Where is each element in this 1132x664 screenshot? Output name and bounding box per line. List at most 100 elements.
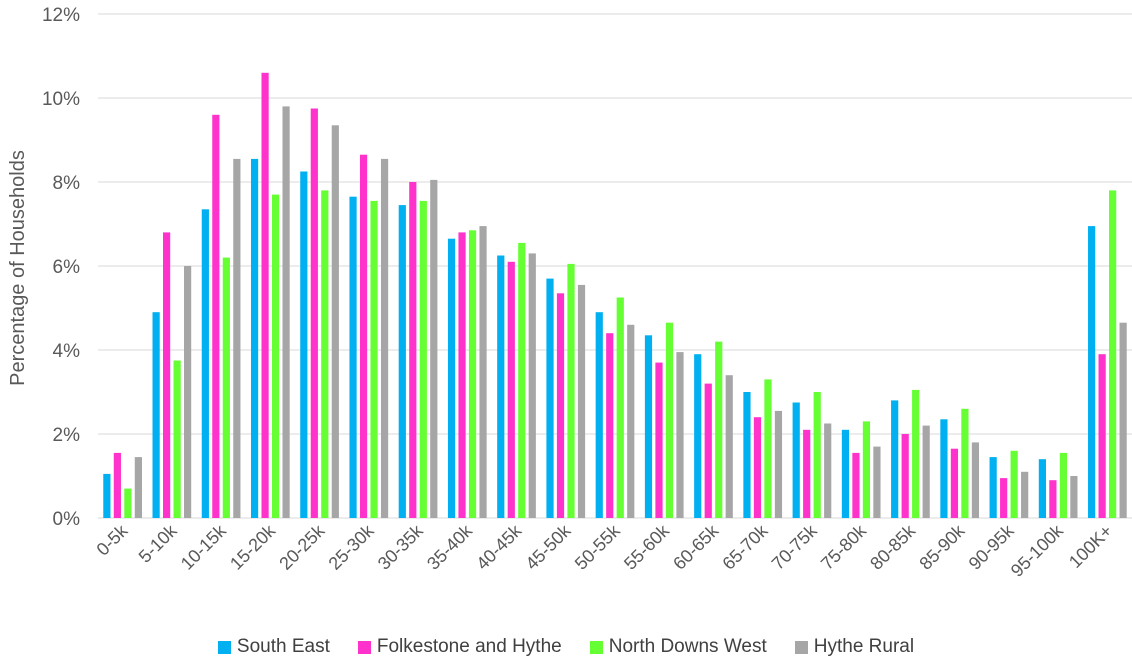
bar (1098, 354, 1106, 518)
x-tick-label: 95-100k (1007, 520, 1068, 581)
bar (971, 442, 980, 518)
y-axis-ticks: 0% 2% 4% 6% 8% 10% 12% (42, 5, 80, 530)
legend-item: Folkestone and Hythe (357, 636, 562, 658)
bar (873, 446, 881, 518)
bar (163, 232, 171, 518)
bar (173, 360, 181, 518)
x-tick-label: 0-5k (93, 520, 133, 560)
legend-label: Folkestone and Hythe (376, 636, 562, 657)
bar (359, 154, 368, 518)
bar (212, 114, 220, 519)
y-tick-label: 2% (53, 425, 81, 446)
bar (1000, 478, 1008, 518)
bar (497, 255, 505, 518)
bar (725, 375, 733, 518)
bar (813, 392, 821, 518)
bar (380, 158, 389, 518)
bar (764, 379, 772, 518)
legend-swatch (217, 640, 231, 654)
legend-item: North Downs West (589, 636, 767, 658)
bar (616, 297, 624, 518)
bar (743, 392, 751, 518)
bar (595, 312, 603, 518)
x-tick-label: 45-50k (522, 520, 576, 574)
x-tick-label: 35-40k (423, 520, 477, 574)
bar (803, 429, 811, 518)
bar (468, 230, 477, 519)
bar (1010, 450, 1018, 518)
bar (113, 452, 121, 518)
bar (655, 362, 663, 518)
bar (300, 171, 308, 518)
bar (676, 352, 684, 518)
bar (774, 410, 783, 518)
bar (989, 457, 997, 518)
bar (841, 429, 850, 518)
x-tick-label: 80-85k (866, 520, 920, 574)
bar (852, 452, 860, 518)
bar (310, 108, 318, 518)
bar (1021, 471, 1029, 518)
x-tick-label: 30-35k (374, 520, 428, 574)
gridlines (98, 13, 1132, 519)
bar (430, 179, 438, 518)
y-tick-label: 12% (42, 5, 80, 26)
bar (665, 322, 674, 518)
bar (891, 400, 899, 518)
bar (1038, 459, 1046, 518)
bar (124, 488, 132, 518)
x-tick-label: 55-60k (620, 520, 674, 574)
bar (1088, 226, 1096, 518)
x-tick-label: 50-55k (571, 520, 625, 574)
bar (704, 383, 712, 518)
x-tick-label: 15-20k (226, 520, 280, 574)
bar (546, 278, 554, 518)
bar (556, 293, 565, 518)
bar (152, 312, 160, 518)
bar (961, 408, 969, 518)
bar (103, 473, 111, 518)
bar (715, 341, 723, 518)
bar (419, 200, 427, 518)
bar-chart: 0% 2% 4% 6% 8% 10% 12% 0-5k 5-10k10-15k15-20k20… (7, 5, 1132, 581)
bar (518, 242, 526, 518)
bar (447, 238, 456, 518)
bar (922, 425, 930, 518)
bar (606, 333, 614, 518)
y-axis-label: Percentage of Households (7, 150, 29, 386)
bar (282, 106, 290, 519)
bar (644, 335, 653, 518)
bar (409, 182, 417, 518)
bar (201, 209, 209, 519)
y-tick-label: 6% (53, 257, 81, 278)
bar (331, 125, 339, 519)
legend-label: Hythe Rural (813, 636, 915, 657)
legend-swatch (357, 640, 371, 654)
bar (222, 257, 230, 518)
bar (321, 190, 329, 518)
x-tick-label: 70-75k (768, 520, 822, 574)
y-tick-label: 8% (53, 173, 81, 194)
x-tick-label: 100K+ (1065, 521, 1116, 572)
bar (479, 226, 487, 518)
x-tick-label: 60-65k (669, 520, 723, 574)
bar (134, 457, 142, 518)
legend: South East Folkestone and Hythe North Down… (0, 636, 1132, 658)
x-axis-ticks: 0-5k 5-10k10-15k15-20k20-25k25-30k30-35k3… (93, 520, 1117, 581)
x-tick-label: 40-45k (472, 520, 526, 574)
bar (1109, 190, 1117, 518)
legend-swatch (589, 640, 603, 654)
legend-label: South East (236, 636, 330, 657)
bar (1049, 480, 1057, 518)
x-tick-label: 75-80k (817, 520, 871, 574)
x-tick-label: 25-30k (325, 520, 379, 574)
bar (694, 354, 702, 518)
x-tick-label: 20-25k (275, 520, 329, 574)
bar (1119, 322, 1127, 518)
bars (103, 72, 1127, 519)
legend-swatch (794, 640, 808, 654)
y-tick-label: 4% (53, 341, 81, 362)
bar (792, 402, 800, 518)
y-tick-label: 0% (53, 509, 81, 530)
